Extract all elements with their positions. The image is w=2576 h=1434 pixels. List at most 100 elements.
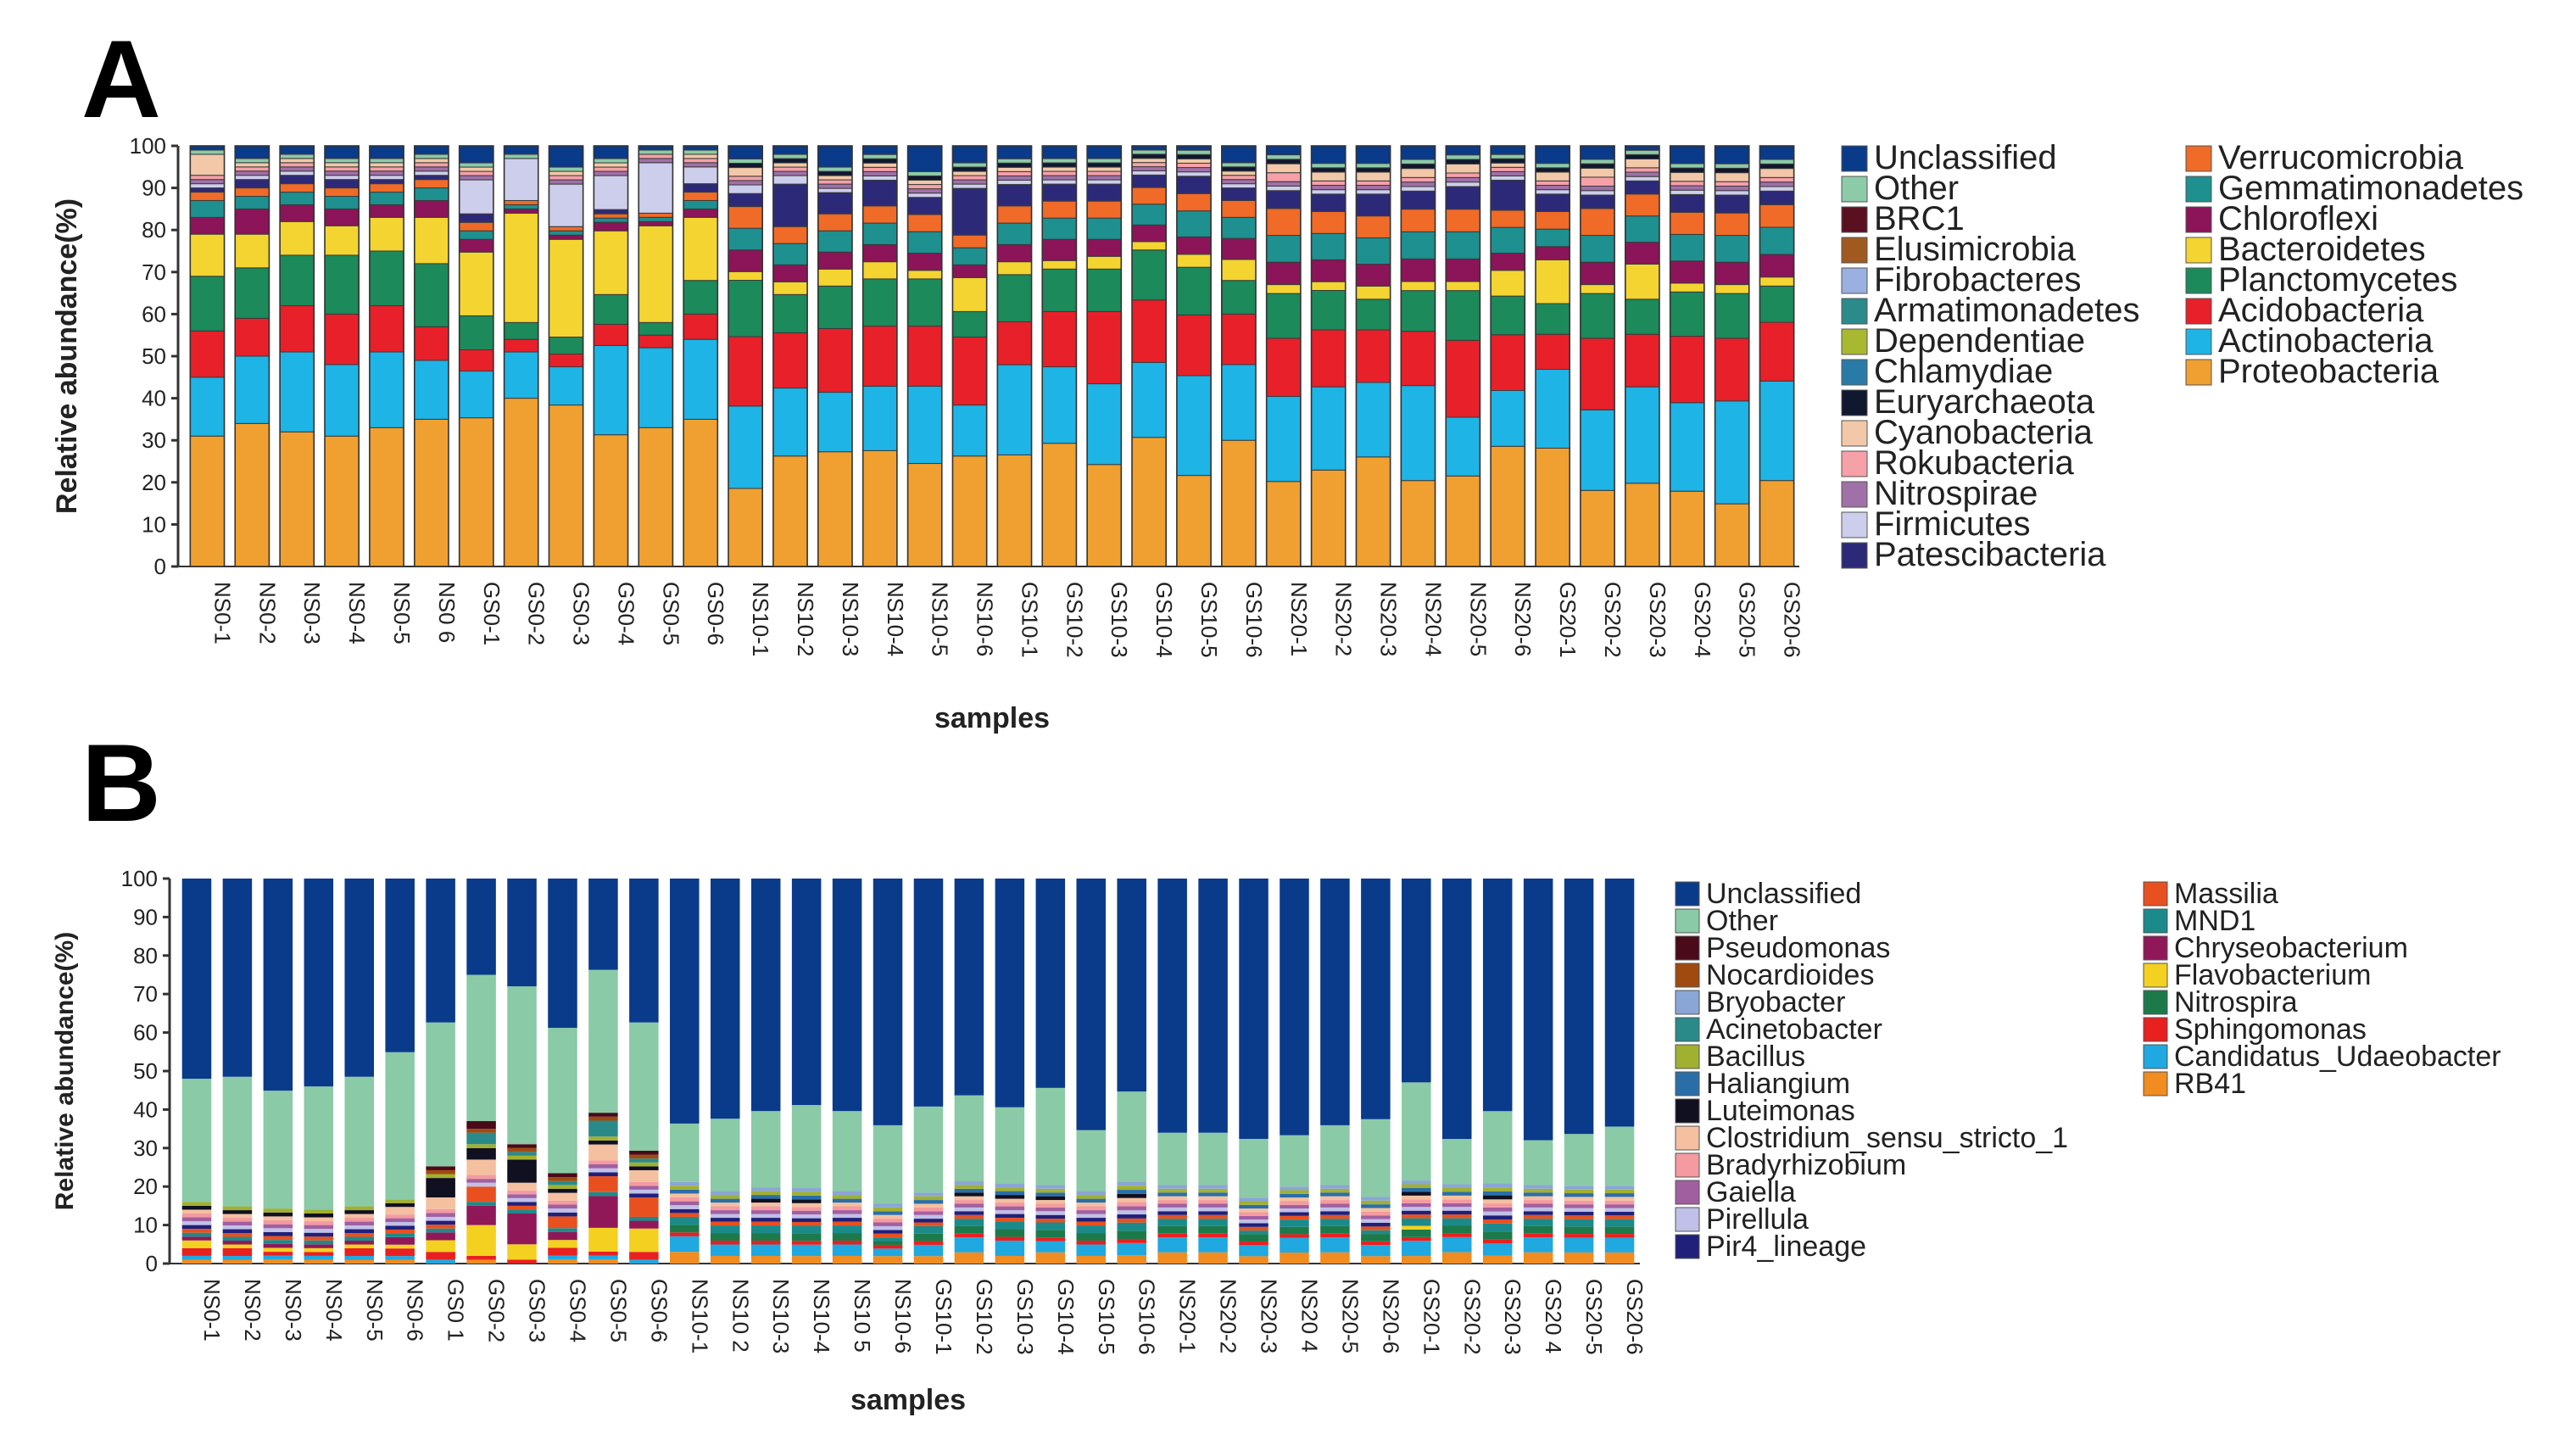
panel-b-segment-luteimonas bbox=[1482, 1195, 1513, 1200]
panel-b-segment-other bbox=[954, 1095, 984, 1182]
panel-a-segment-verrucomicrobia bbox=[772, 226, 808, 244]
panel-a-segment-verrucomicrobia bbox=[1490, 209, 1525, 228]
panel-a-segment-firmicutes bbox=[728, 184, 763, 194]
panel-b-segment-mnd1 bbox=[1523, 1219, 1553, 1226]
panel-b-segment-pirellula bbox=[1035, 1211, 1066, 1215]
panel-a-segment-actinobacteria bbox=[234, 355, 270, 424]
panel-a-legend-label-chlamydiae: Chlamydiae bbox=[1874, 353, 2053, 390]
panel-b-segment-rb41 bbox=[1361, 1256, 1391, 1264]
panel-b-segment-chryseobacterium bbox=[507, 1213, 537, 1245]
panel-a-legend-swatch-acidobacteria bbox=[2185, 298, 2212, 325]
panel-b-segment-pir4-lineage bbox=[710, 1218, 740, 1222]
panel-b-segment-luteimonas bbox=[995, 1195, 1025, 1199]
panel-a-segment-chloroflexi bbox=[1490, 253, 1525, 271]
panel-a-segment-actinobacteria bbox=[459, 371, 494, 419]
panel-a-segment-verrucomicrobia bbox=[1355, 215, 1391, 239]
panel-b-segment-clostridium-sensu-stricto-1 bbox=[548, 1192, 577, 1201]
panel-b-segment-chryseobacterium bbox=[385, 1236, 415, 1245]
panel-b-segment-haliangium bbox=[1361, 1204, 1391, 1208]
panel-b-segment-mnd1 bbox=[1198, 1219, 1228, 1226]
panel-a-segment-actinobacteria bbox=[1625, 386, 1660, 484]
panel-a-segment-rokubacteria bbox=[1490, 166, 1525, 172]
panel-a-segment-cyanobacteria bbox=[996, 166, 1033, 172]
panel-a-bar-outline bbox=[638, 145, 674, 567]
panel-b-segment-pir4-lineage bbox=[1482, 1215, 1513, 1219]
panel-b-segment-pseudomonas bbox=[629, 1151, 659, 1155]
panel-a-segment-nitrospirae bbox=[1759, 181, 1795, 187]
panel-b-legend-label-bryobacter: Bryobacter bbox=[1706, 986, 1845, 1018]
panel-a-segment-planctomycetes bbox=[1670, 291, 1705, 338]
panel-b-segment-bacillus bbox=[588, 1136, 618, 1141]
panel-b-segment-sphingomonas bbox=[1564, 1234, 1594, 1238]
panel-b-legend-swatch-nocardioides bbox=[1675, 963, 1700, 988]
panel-b-segment-rb41 bbox=[1523, 1252, 1553, 1264]
panel-a-x-tick-label: GS10-2 bbox=[1062, 582, 1087, 658]
panel-b-segment-mnd1 bbox=[466, 1202, 496, 1206]
panel-b-segment-unclassified bbox=[263, 879, 293, 1091]
panel-a-segment-proteobacteria bbox=[1445, 475, 1480, 567]
panel-a-legend-swatch-proteobacteria bbox=[2185, 359, 2212, 386]
panel-a-segment-chloroflexi bbox=[1311, 259, 1347, 282]
panel-a-bar-outline bbox=[458, 145, 494, 567]
panel-a-x-tick-label: NS0-1 bbox=[209, 582, 235, 644]
panel-b-segment-clostridium-sensu-stricto-1 bbox=[954, 1196, 984, 1201]
panel-b-segment-bradyrhizobium bbox=[1280, 1201, 1309, 1205]
panel-b-segment-gaiella bbox=[710, 1210, 740, 1214]
panel-a-segment-proteobacteria bbox=[1580, 489, 1615, 567]
panel-a-x-tick-label: GS10-5 bbox=[1196, 582, 1222, 658]
panel-b-legend-label-flavobacterium: Flavobacterium bbox=[2174, 959, 2371, 991]
panel-a-segment-acidobacteria bbox=[369, 304, 404, 353]
panel-a-segment-nitrospirae bbox=[1041, 175, 1077, 181]
panel-b-x-tick-label: NS20-3 bbox=[1257, 1279, 1282, 1353]
panel-b-segment-unclassified bbox=[670, 879, 700, 1124]
panel-b-legend-label-massilia: Massilia bbox=[2174, 878, 2278, 910]
panel-b-segment-luteimonas bbox=[466, 1147, 496, 1160]
panel-b-legend-label-pirellula: Pirellula bbox=[1706, 1203, 1809, 1236]
panel-a-legend-swatch-chloroflexi bbox=[2185, 206, 2212, 233]
panel-a-segment-euryarchaeota bbox=[1086, 162, 1122, 168]
panel-b-segment-unclassified bbox=[1402, 879, 1431, 1083]
panel-a-segment-other bbox=[728, 158, 763, 164]
panel-a-bar-outline bbox=[772, 145, 808, 567]
panel-a-segment-actinobacteria bbox=[324, 364, 360, 437]
panel-b-segment-pir4-lineage bbox=[750, 1218, 781, 1222]
panel-b-segment-haliangium bbox=[1239, 1204, 1268, 1209]
panel-b-segment-clostridium-sensu-stricto-1 bbox=[385, 1207, 415, 1215]
panel-a-bar-outline bbox=[593, 145, 629, 567]
panel-a-segment-bacteroidetes bbox=[1266, 284, 1302, 294]
panel-a-segment-nitrospirae bbox=[1445, 176, 1480, 183]
panel-b-segment-other bbox=[181, 1079, 212, 1202]
panel-a-segment-actinobacteria bbox=[1715, 400, 1750, 505]
panel-a-x-tick-label: GS0-2 bbox=[524, 582, 549, 645]
panel-a-bar-outline bbox=[817, 145, 853, 567]
panel-b-segment-pir4-lineage bbox=[873, 1230, 903, 1234]
panel-a-segment-chloroflexi bbox=[817, 251, 853, 270]
panel-b-segment-clostridium-sensu-stricto-1 bbox=[426, 1197, 455, 1209]
panel-b-segment-candidatus-udaeobacter bbox=[670, 1236, 700, 1253]
panel-a-segment-chloroflexi bbox=[1355, 264, 1391, 287]
panel-b-segment-bradyrhizobium bbox=[1157, 1200, 1187, 1204]
panel-a-segment-gemmatimonadetes bbox=[907, 231, 943, 254]
panel-a-bar-ns20-5 bbox=[1445, 145, 1481, 567]
panel-a-segment-nitrospirae bbox=[1535, 185, 1570, 191]
panel-a-segment-acidobacteria bbox=[1176, 314, 1212, 377]
panel-a-bar-outline bbox=[951, 145, 988, 567]
panel-b-segment-pir4-lineage bbox=[1441, 1210, 1472, 1215]
panel-b-x-tick-label: NS0-2 bbox=[240, 1279, 265, 1342]
panel-a-segment-acidobacteria bbox=[189, 330, 226, 378]
panel-a-segment-firmicutes bbox=[593, 175, 629, 210]
panel-a-segment-patescibacteria bbox=[1670, 193, 1705, 213]
panel-a-segment-bacteroidetes bbox=[1400, 281, 1436, 292]
panel-b-segment-bacillus bbox=[222, 1206, 253, 1211]
panel-b-x-tick-label: NS10-4 bbox=[809, 1279, 834, 1353]
panel-b-segment-rb41 bbox=[670, 1252, 700, 1264]
panel-b-legend-swatch-clostridium-sensu-stricto-1 bbox=[1675, 1125, 1700, 1151]
panel-a-segment-actinobacteria bbox=[1580, 409, 1615, 491]
panel-a-segment-gemmatimonadetes bbox=[548, 230, 584, 236]
panel-b-segment-bradyrhizobium bbox=[1117, 1202, 1146, 1207]
panel-b-legend-swatch-bradyrhizobium bbox=[1675, 1152, 1700, 1178]
panel-a-segment-chloroflexi bbox=[772, 264, 808, 282]
panel-b-segment-chryseobacterium bbox=[181, 1236, 212, 1241]
panel-b-legend-label-clostridium-sensu-stricto-1: Clostridium_sensu_stricto_1 bbox=[1706, 1122, 2068, 1154]
panel-b-segment-bradyrhizobium bbox=[1361, 1211, 1391, 1216]
